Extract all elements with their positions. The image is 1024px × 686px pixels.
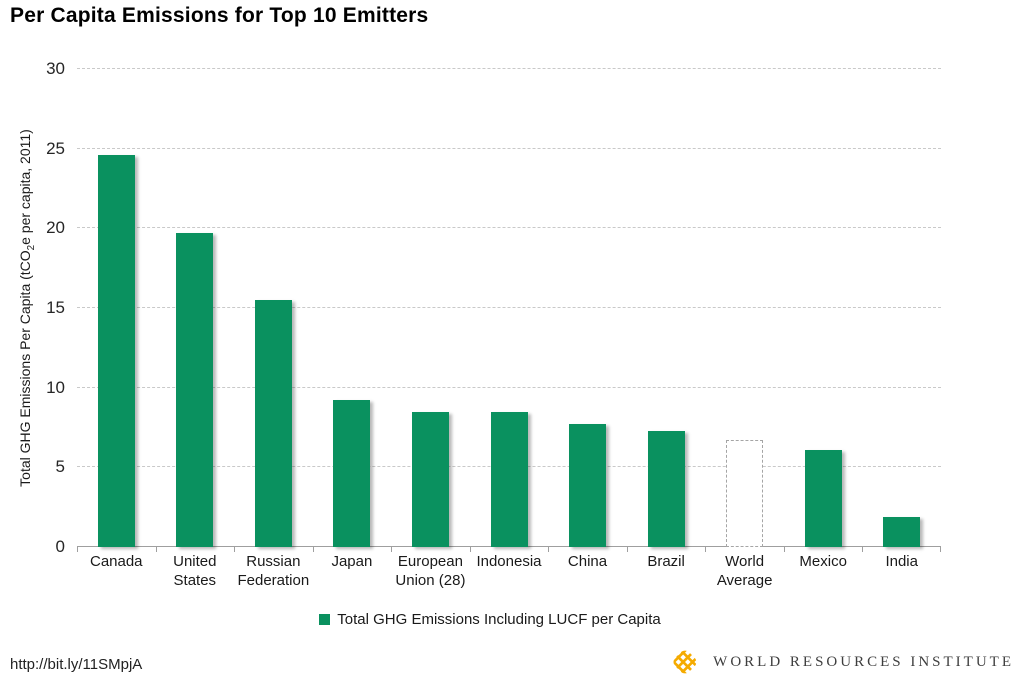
y-tick-label-25: 25: [46, 138, 65, 158]
x-category-label: United States: [173, 553, 217, 589]
gridline-y-30: [77, 68, 941, 69]
x-axis-tick: [469, 547, 471, 552]
x-axis-tick: [312, 547, 314, 552]
x-axis-tick: [155, 547, 157, 552]
bar-mexico: [804, 449, 842, 547]
x-category-label: Brazil: [647, 553, 685, 570]
x-axis-tick: [705, 547, 707, 552]
y-tick-label-15: 15: [46, 298, 65, 317]
x-category-label: China: [567, 553, 608, 570]
x-category-label: India: [885, 553, 918, 570]
wri-lattice-icon: [671, 648, 700, 676]
y-tick-label-30: 30: [46, 59, 65, 78]
gridline-y-25: [77, 147, 941, 149]
wri-wordmark: WORLD RESOURCES INSTITUTE: [713, 653, 1014, 670]
bar-japan: [333, 400, 371, 547]
wri-logo: WORLD RESOURCES INSTITUTE: [670, 647, 1014, 677]
x-category-label: Canada: [89, 553, 143, 570]
x-category-label: European Union (28): [395, 553, 466, 589]
y-tick-label-0: 0: [55, 537, 65, 556]
bar-indonesia: [490, 411, 528, 547]
chart-title: Per Capita Emissions for Top 10 Emitters: [10, 4, 429, 27]
bar-canada: [97, 155, 135, 547]
source-url: http://bit.ly/11SMpjA: [10, 656, 143, 673]
x-axis-tick: [783, 547, 785, 552]
x-axis-tick: [862, 547, 864, 552]
legend: Total GHG Emissions Including LUCF per C…: [77, 611, 903, 628]
x-category-label: Indonesia: [476, 553, 542, 570]
bar-russian-federation: [254, 300, 292, 547]
x-axis-tick: [77, 547, 78, 552]
x-axis-tick: [626, 547, 628, 552]
y-tick-label-5: 5: [55, 457, 65, 477]
bar-world-average: [726, 440, 764, 547]
bar-china: [569, 424, 607, 547]
x-axis-tick: [548, 547, 550, 552]
bar-european-union-28-: [411, 411, 449, 547]
bar-india: [883, 516, 921, 547]
legend-swatch-green: [319, 614, 331, 625]
x-axis-tick: [234, 547, 236, 552]
gridline-y-10: [77, 386, 941, 388]
y-axis-title-prefix: Total GHG Emissions Per Capita (tCO: [17, 250, 34, 487]
x-axis-tick: [391, 547, 393, 552]
y-tick-label-20: 20: [46, 218, 65, 238]
gridline-y-20: [77, 227, 941, 229]
bar-united-states: [176, 233, 214, 547]
gridline-y-15: [77, 307, 941, 308]
y-axis-title-subscript: 2: [25, 244, 37, 251]
x-category-label: Mexico: [799, 553, 847, 570]
x-axis-tick: [940, 547, 941, 552]
x-category-label: World Average: [716, 553, 773, 589]
x-category-label: Japan: [331, 553, 373, 570]
x-category-label: Russian Federation: [237, 553, 310, 589]
bar-brazil: [647, 430, 685, 547]
plot-area: 0 5 10 15 20 25 30 Canada United States Russian F…: [46, 60, 941, 589]
y-tick-label-10: 10: [46, 377, 65, 397]
legend-label: Total GHG Emissions Including LUCF per C…: [337, 611, 661, 628]
